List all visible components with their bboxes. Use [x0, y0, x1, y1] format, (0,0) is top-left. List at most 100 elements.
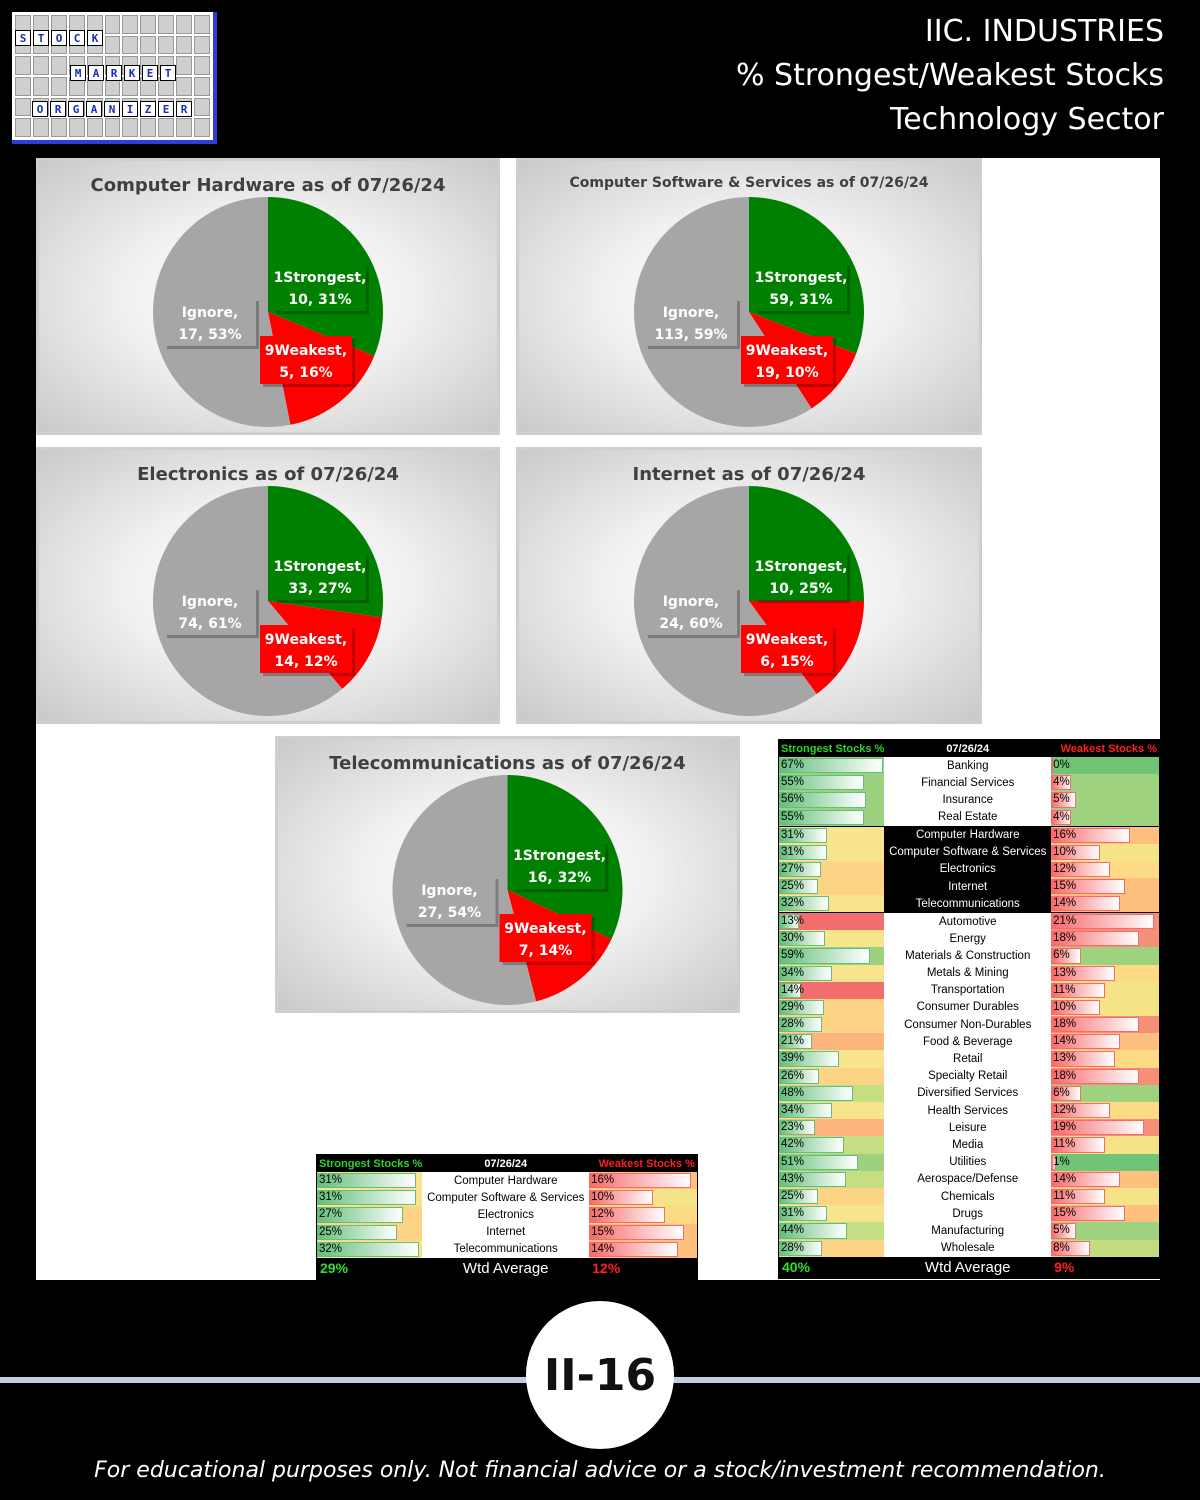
industry-name: Transportation [930, 984, 1005, 997]
strongest-data-bar [779, 1223, 848, 1239]
strongest-data-bar [779, 1068, 820, 1084]
table-row: 32% Telecommunications 14% [317, 1240, 697, 1258]
weakest-pct-cell: 21% [1051, 912, 1159, 931]
content-panel: 1Strongest, 10, 31% 9Weakest, 5, 16% Ignore,… [36, 158, 1160, 1280]
slice-name-label: 1Strongest, [274, 559, 367, 575]
industry-name: Consumer Non-Durables [904, 1018, 1032, 1031]
table-row: 21% Food & Beverage 14% [779, 1033, 1159, 1051]
weakest-data-bar [1051, 982, 1106, 998]
pie-data-label: 9Weakest, 19, 10% [741, 336, 836, 387]
strongest-data-bar [779, 1206, 827, 1222]
logo-grid-cell [194, 35, 210, 55]
weakest-pct-value: 5% [1053, 793, 1070, 806]
weighted-average-row: 29% Wtd Average 12% [317, 1257, 697, 1279]
weakest-pct-cell: 11% [1051, 981, 1159, 999]
label-box [260, 336, 352, 384]
strongest-data-bar [779, 1051, 840, 1067]
weakest-data-bar [1051, 1017, 1140, 1033]
pie-svg: 1Strongest, 33, 27% 9Weakest, 14, 12% Ignore… [153, 486, 383, 716]
slice-value-label: 6, 15% [760, 654, 813, 670]
table-row: 55% Financial Services 4% [779, 774, 1159, 792]
table-row: 56% Insurance 5% [779, 791, 1159, 809]
logo-grid-cell [194, 97, 210, 117]
pie-svg: 1Strongest, 10, 31% 9Weakest, 5, 16% Ignore,… [153, 197, 383, 427]
label-box [403, 876, 496, 924]
weakest-data-bar [1051, 1120, 1145, 1136]
weakest-pct-value: 4% [1053, 810, 1070, 823]
strongest-pct-cell: 25% [779, 877, 885, 896]
strongest-data-bar [779, 1171, 846, 1187]
table-row: 34% Health Services 12% [779, 1102, 1159, 1120]
weakest-pct-cell: 14% [589, 1240, 697, 1258]
weakest-pct-value: 6% [1053, 1086, 1070, 1099]
table-row: 31% Computer Software & Services 10% [317, 1189, 697, 1207]
logo-grid-cell [50, 56, 67, 75]
avg-label: Wtd Average [884, 1256, 1052, 1278]
strongest-data-bar [779, 1188, 818, 1205]
strongest-pct-cell: 32% [779, 895, 885, 913]
pie-data-label: 1Strongest, 16, 32% [513, 841, 609, 892]
industry-name: Drugs [952, 1207, 984, 1220]
slice-name-label: Ignore, [421, 883, 478, 899]
table-header-row: Strongest Stocks % 07/26/24 Weakest Stocks… [779, 740, 1159, 757]
pie-data-label: 9Weakest, 14, 12% [260, 625, 355, 676]
weakest-pct-cell: 4% [1051, 808, 1159, 827]
label-box [274, 263, 366, 311]
avg-strongest-value: 40% [779, 1256, 885, 1278]
strongest-data-bar [779, 999, 824, 1016]
strongest-pct-cell: 21% [779, 1033, 885, 1051]
strongest-pct-value: 26% [781, 1069, 805, 1082]
weakest-pct-cell: 11% [1051, 1187, 1159, 1206]
strongest-data-bar [779, 861, 821, 877]
logo-letter: O [32, 101, 48, 117]
strongest-pct-value: 51% [781, 1155, 805, 1168]
strongest-data-bar [779, 1240, 823, 1256]
logo-grid-cell [176, 15, 193, 34]
weakest-pct-cell: 14% [1051, 1033, 1159, 1051]
logo-grid-cell [15, 97, 31, 117]
strongest-pct-cell: 28% [779, 1016, 885, 1034]
weakest-pct-value: 14% [1053, 897, 1077, 910]
weakest-data-bar [1051, 809, 1071, 825]
weakest-pct-cell: 12% [589, 1206, 697, 1224]
weakest-data-bar [589, 1173, 691, 1189]
weakest-pct-cell: 14% [1051, 1170, 1159, 1188]
weakest-pct-value: 4% [1053, 776, 1070, 789]
logo-grid-cell [104, 118, 121, 137]
pie-data-label: 1Strongest, 10, 31% [274, 263, 369, 314]
pie-data-label: Ignore, 113, 59% [645, 298, 740, 349]
weakest-pct-cell: 19% [1051, 1119, 1159, 1137]
strongest-pct-cell: 29% [779, 998, 885, 1017]
slice-name-label: 9Weakest, [746, 343, 828, 359]
weakest-pct-cell: 6% [1051, 947, 1159, 965]
table-row: 27% Electronics 12% [779, 860, 1159, 878]
pie-data-label: Ignore, 17, 53% [164, 298, 259, 349]
logo-letter: M [70, 65, 86, 81]
slice-value-label: 10, 25% [769, 581, 832, 597]
weakest-pct-cell: 15% [589, 1223, 697, 1241]
strongest-pct-cell: 51% [779, 1153, 885, 1171]
weakest-pct-value: 14% [591, 1242, 615, 1255]
strongest-pct-value: 28% [781, 1018, 805, 1031]
weakest-pct-cell: 8% [1051, 1239, 1159, 1257]
table-row: 31% Drugs 15% [779, 1205, 1159, 1223]
weakest-pct-value: 12% [1053, 862, 1077, 875]
weakest-pct-value: 12% [1053, 1104, 1077, 1116]
logo-grid-cell [176, 118, 193, 137]
logo-letter: O [51, 30, 67, 46]
strongest-pct-value: 30% [781, 932, 805, 945]
logo-grid-cell [32, 76, 49, 96]
logo-letter: C [69, 30, 85, 46]
title-line-3: Technology Sector [889, 102, 1164, 137]
strongest-pct-cell: 23% [779, 1119, 885, 1137]
strongest-pct-cell: 32% [317, 1240, 423, 1258]
table-row: 25% Internet 15% [779, 877, 1159, 896]
weakest-data-bar [1051, 861, 1110, 877]
weakest-pct-value: 14% [1053, 1035, 1077, 1048]
strongest-data-bar [779, 775, 865, 791]
slice-value-label: 17, 53% [178, 327, 241, 343]
table-row: 30% Energy 18% [779, 930, 1159, 948]
strongest-pct-cell: 34% [779, 964, 885, 982]
industry-name: Consumer Durables [916, 1001, 1019, 1014]
label-box [164, 587, 256, 635]
